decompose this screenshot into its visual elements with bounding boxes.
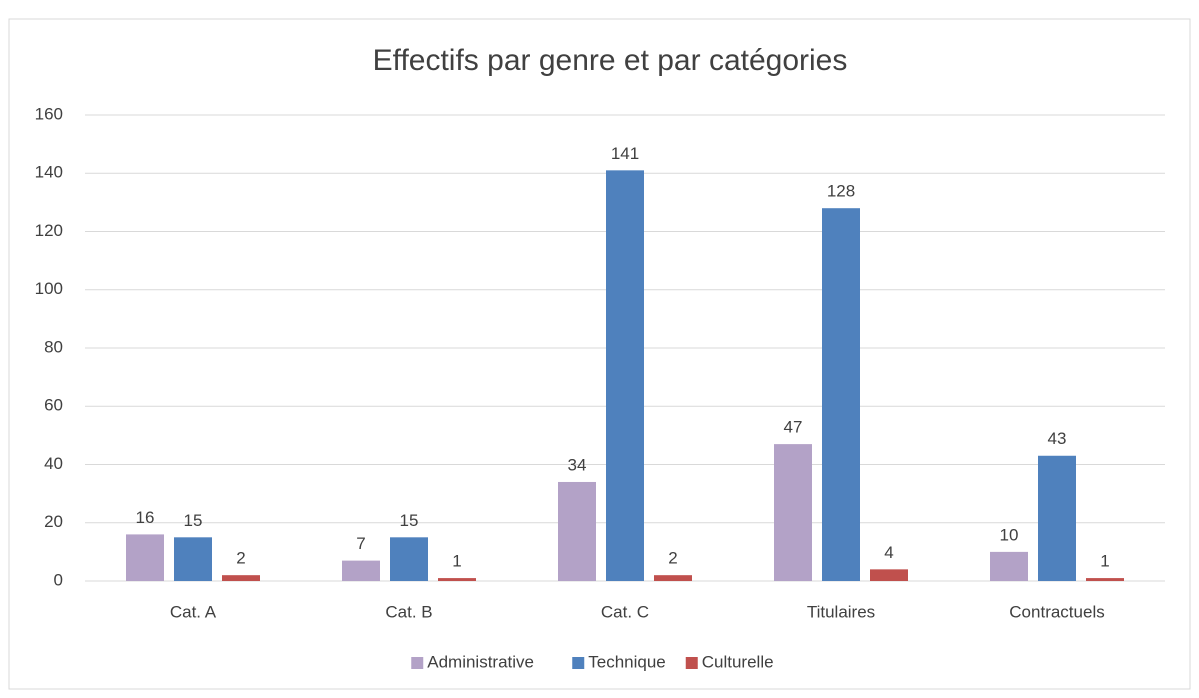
x-tick-label: Contractuels: [1009, 602, 1104, 621]
bar: [558, 481, 596, 581]
data-label: 34: [568, 455, 587, 474]
data-label: 4: [884, 543, 893, 562]
bar: [174, 537, 212, 581]
bar: [390, 537, 428, 581]
y-tick-label: 40: [44, 454, 63, 473]
legend-swatch: [411, 657, 424, 669]
data-label: 43: [1048, 429, 1067, 448]
bar: [990, 551, 1028, 581]
x-tick-label: Cat. B: [385, 602, 432, 621]
bar: [870, 569, 908, 581]
y-tick-label: 0: [54, 570, 63, 589]
legend-swatch: [572, 657, 585, 669]
data-label: 128: [827, 182, 855, 201]
bar: [1086, 578, 1124, 581]
x-tick-label: Cat. A: [170, 602, 217, 621]
x-tick-label: Cat. C: [601, 602, 649, 621]
data-label: 10: [1000, 525, 1019, 544]
x-tick-label: Titulaires: [807, 602, 875, 621]
bar: [222, 575, 260, 581]
y-tick-label: 120: [35, 221, 63, 240]
data-label: 1: [1100, 552, 1109, 571]
bar: [126, 534, 164, 581]
y-tick-label: 60: [44, 396, 63, 415]
data-label: 16: [136, 508, 155, 527]
data-label: 47: [784, 418, 803, 437]
y-tick-label: 140: [35, 163, 63, 182]
bar: [654, 575, 692, 581]
legend-label: Technique: [588, 652, 666, 671]
data-label: 7: [356, 534, 365, 553]
bar: [1038, 455, 1076, 581]
legend-label: Administrative: [427, 652, 534, 671]
data-label: 1: [452, 552, 461, 571]
bar: [606, 170, 644, 581]
bar: [822, 208, 860, 581]
data-label: 2: [236, 549, 245, 568]
data-label: 15: [400, 511, 419, 530]
bar: [438, 578, 476, 581]
bar: [774, 444, 812, 581]
data-label: 141: [611, 144, 639, 163]
data-label: 2: [668, 549, 677, 568]
bar: [342, 560, 380, 581]
y-tick-label: 100: [35, 279, 63, 298]
chart-border: [8, 18, 1191, 690]
legend-label: Culturelle: [702, 652, 774, 671]
y-tick-label: 80: [44, 337, 63, 356]
legend-swatch: [685, 657, 698, 669]
data-label: 15: [184, 511, 203, 530]
chart-title: Effectifs par genre et par catégories: [373, 44, 848, 77]
y-tick-label: 160: [35, 104, 63, 123]
y-tick-label: 20: [44, 512, 63, 531]
